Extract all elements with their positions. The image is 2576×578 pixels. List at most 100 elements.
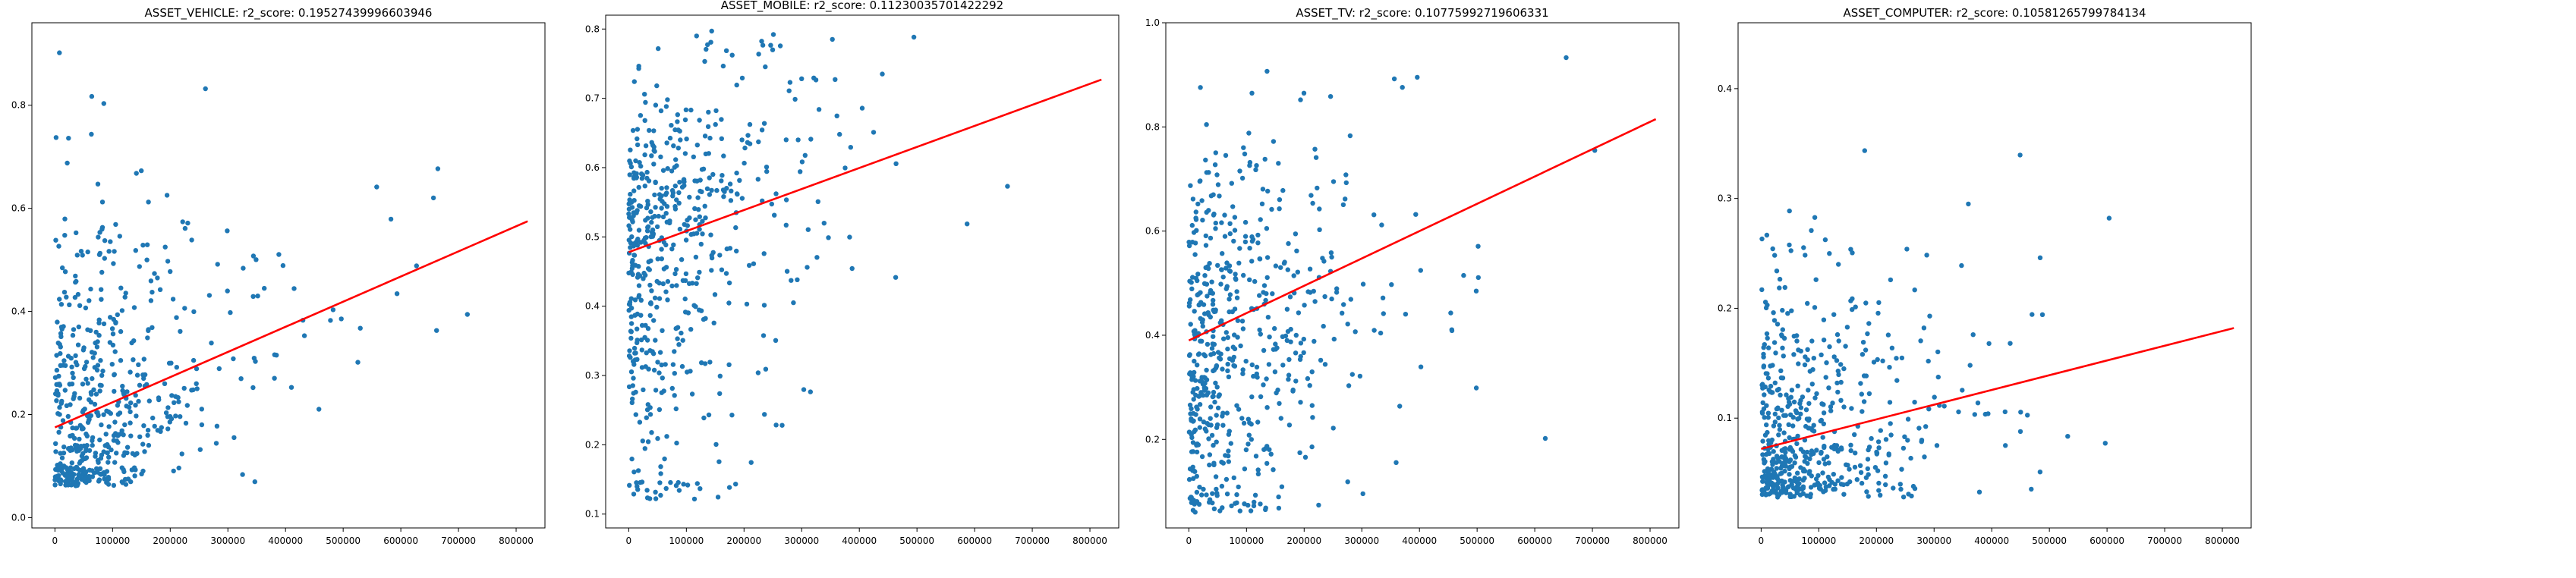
data-point [163, 410, 169, 416]
data-point [678, 137, 683, 143]
data-point [1192, 469, 1198, 474]
data-point [1761, 345, 1766, 350]
data-point [630, 127, 636, 134]
data-point [648, 301, 653, 306]
data-point [80, 253, 85, 258]
data-point [645, 325, 651, 331]
data-point [1780, 454, 1786, 460]
data-point [2106, 215, 2112, 221]
data-point [1214, 172, 1220, 177]
data-point [673, 406, 679, 412]
data-point [1206, 265, 1211, 272]
data-point [1872, 465, 1878, 470]
data-point [1220, 251, 1225, 256]
data-point [1313, 155, 1319, 160]
data-point [635, 243, 641, 248]
data-point [1202, 381, 1208, 386]
data-point [1906, 492, 1911, 497]
data-point [414, 263, 419, 269]
data-point [107, 340, 113, 345]
data-point [72, 391, 77, 396]
data-point [798, 169, 803, 174]
data-point [1237, 168, 1242, 174]
data-point [657, 350, 663, 355]
data-point [1215, 262, 1220, 269]
data-point [118, 358, 124, 363]
data-point [689, 391, 695, 397]
data-point [1771, 340, 1778, 345]
data-point [1880, 358, 1885, 363]
data-point [1209, 346, 1215, 351]
data-point [842, 165, 848, 171]
data-point [710, 171, 716, 177]
data-point [1820, 435, 1825, 440]
data-point [62, 388, 68, 393]
data-point [634, 480, 639, 485]
data-point [1215, 405, 1221, 410]
data-point [1771, 310, 1776, 316]
data-point [1252, 492, 1258, 498]
data-point [783, 137, 789, 143]
data-point [339, 316, 344, 322]
x-tick-label: 200000 [726, 536, 761, 546]
data-point [1765, 477, 1771, 482]
data-point [1791, 399, 1797, 405]
data-point [2039, 312, 2045, 317]
data-point [1223, 330, 1230, 335]
data-point [631, 188, 637, 193]
x-tick-label: 500000 [899, 536, 934, 546]
data-point [1780, 307, 1785, 313]
data-point [1775, 474, 1780, 479]
data-point [87, 298, 92, 303]
data-point [69, 479, 75, 484]
data-point [1211, 460, 1217, 466]
data-point [77, 395, 83, 401]
data-point [682, 117, 688, 123]
data-point [1798, 411, 1803, 416]
data-point [773, 423, 779, 428]
data-point [112, 388, 117, 394]
data-point [1293, 350, 1299, 356]
data-point [1307, 266, 1313, 272]
data-point [704, 186, 710, 191]
data-point [1859, 480, 1865, 486]
data-point [1761, 457, 1767, 462]
data-point [631, 375, 636, 381]
data-point [629, 456, 635, 462]
data-point [97, 388, 102, 394]
asset-mobile-axes-frame [605, 14, 1120, 529]
data-point [1887, 400, 1893, 405]
data-point [1285, 267, 1291, 272]
data-point [53, 441, 58, 446]
x-tick-label: 400000 [1974, 536, 2009, 546]
data-point [737, 177, 742, 183]
data-point [1916, 426, 1922, 431]
data-point [764, 168, 770, 174]
data-point [1360, 491, 1365, 497]
data-point [1211, 334, 1216, 339]
data-point [59, 455, 65, 460]
data-point [1777, 492, 1782, 498]
data-point [1234, 295, 1240, 300]
data-point [1908, 455, 1913, 461]
data-point [1926, 358, 1931, 364]
data-point [911, 34, 917, 40]
data-point [1287, 294, 1293, 300]
data-point [1776, 432, 1781, 438]
data-point [633, 412, 638, 417]
data-point [628, 296, 634, 301]
data-point [654, 224, 660, 230]
data-point [64, 403, 70, 408]
data-point [1242, 234, 1249, 239]
data-point [1812, 215, 1818, 220]
data-point [96, 332, 102, 338]
data-point [705, 42, 710, 48]
data-point [81, 366, 87, 372]
data-point [1231, 238, 1236, 244]
data-point [85, 249, 90, 255]
data-point [1835, 368, 1841, 374]
data-point [701, 166, 707, 171]
data-point [133, 248, 138, 253]
data-point [659, 390, 664, 395]
data-point [717, 391, 723, 397]
